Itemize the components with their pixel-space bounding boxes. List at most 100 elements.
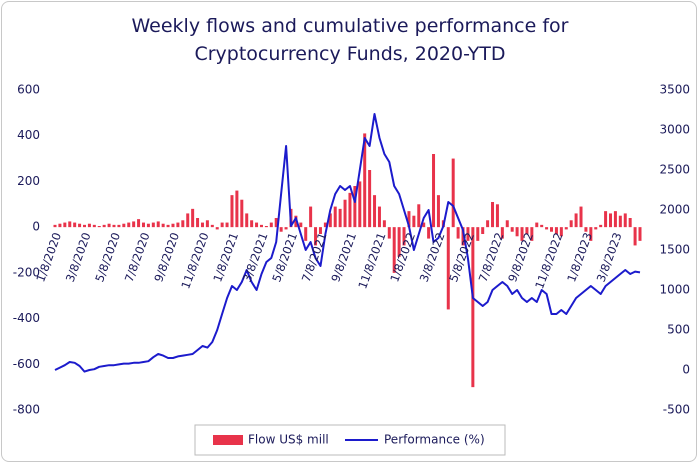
bar (481, 227, 485, 234)
bar (141, 222, 145, 228)
bar (373, 195, 377, 228)
bar (348, 192, 352, 228)
bar (505, 220, 509, 228)
x-tick-label: 1/8/2021 (210, 231, 241, 284)
bar (535, 222, 539, 228)
x-tick-label: 1/8/2023 (564, 231, 595, 284)
bar (358, 181, 362, 228)
bar (117, 224, 121, 228)
bar (196, 218, 200, 228)
bar (540, 224, 544, 228)
y-tick-label: -400 (13, 311, 40, 325)
bar (599, 224, 603, 228)
bar (176, 222, 180, 228)
bar (579, 206, 583, 228)
y2-tick-label: 1000 (659, 283, 690, 297)
bar (269, 222, 273, 228)
bar (520, 227, 524, 241)
y-tick-label: -200 (13, 265, 40, 279)
bar (68, 221, 72, 228)
bar (422, 222, 426, 228)
x-tick-label: 3/8/2021 (240, 231, 271, 284)
x-tick-label: 9/8/2020 (151, 231, 182, 284)
bar (446, 227, 450, 310)
bar (112, 224, 116, 228)
bar (466, 227, 470, 241)
bar (500, 227, 504, 239)
bar (510, 227, 514, 232)
bar (476, 227, 480, 241)
bar (407, 211, 411, 228)
x-tick-label: 9/8/2021 (328, 231, 359, 284)
bar (259, 224, 263, 228)
bar (633, 227, 637, 246)
bar (564, 227, 568, 230)
bar (220, 222, 224, 228)
bar (397, 227, 401, 257)
bar (215, 227, 219, 230)
bar (628, 218, 632, 228)
bar (491, 202, 495, 228)
bar (205, 220, 209, 228)
x-tick-label: 1/8/2020 (33, 231, 64, 284)
bar (53, 224, 57, 228)
bar (107, 223, 111, 228)
bar (318, 227, 322, 234)
bar (279, 227, 283, 232)
bar (73, 222, 77, 228)
bar (382, 220, 386, 228)
bar (323, 222, 327, 228)
x-tick-label: 11/8/2020 (178, 231, 211, 291)
x-tick-label: 11/8/2022 (532, 231, 565, 291)
bar (363, 133, 367, 228)
bar (82, 224, 86, 228)
bar (58, 223, 62, 228)
bar (412, 215, 416, 228)
x-tick-label: 9/8/2022 (505, 231, 536, 284)
x-tick-label: 7/8/2020 (122, 231, 153, 284)
bar (427, 227, 431, 239)
x-tick-label: 7/8/2022 (476, 231, 507, 284)
bar (87, 223, 91, 228)
y2-tick-label: 3000 (659, 123, 690, 137)
bar (240, 199, 244, 228)
y2-tick-label: 1500 (659, 243, 690, 257)
bar (343, 199, 347, 228)
bar (589, 227, 593, 241)
x-tick-label: 3/8/2020 (63, 231, 94, 284)
bar (309, 206, 313, 228)
bar (559, 227, 563, 237)
bar (436, 195, 440, 228)
bar (264, 226, 268, 228)
bar (387, 227, 391, 239)
bar (471, 227, 475, 388)
x-tick-label: 3/8/2022 (417, 231, 448, 284)
y2-tick-label: 500 (667, 323, 690, 337)
x-tick-label: 1/8/2022 (387, 231, 418, 284)
bar (63, 222, 67, 228)
bar (314, 227, 318, 246)
bar (78, 223, 82, 228)
bar (92, 224, 96, 228)
bar (102, 224, 106, 228)
bar (417, 204, 421, 228)
bar (456, 227, 460, 239)
bar (461, 227, 465, 246)
bar (638, 227, 642, 241)
bar (550, 227, 554, 232)
bar (191, 208, 195, 228)
x-tick-label: 3/8/2023 (594, 231, 625, 284)
bar (171, 223, 175, 228)
chart-title: Weekly flows and cumulative performance … (131, 15, 569, 65)
bar (486, 220, 490, 228)
bar (186, 213, 190, 228)
x-tick-label: 7/8/2021 (299, 231, 330, 284)
bar (210, 224, 214, 228)
bar (127, 222, 131, 228)
bar (200, 222, 204, 228)
legend-swatch (213, 435, 243, 445)
bar (432, 154, 436, 228)
y2-tick-label: 3500 (659, 83, 690, 97)
